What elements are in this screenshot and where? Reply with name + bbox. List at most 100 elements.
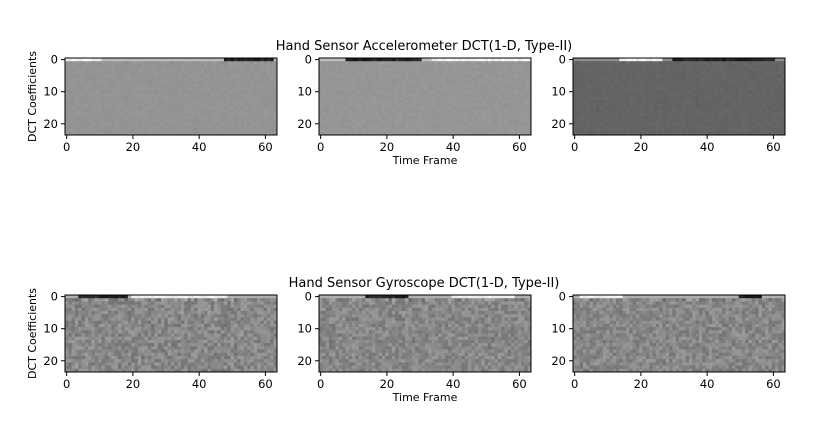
heatmap-cell (725, 118, 730, 123)
heatmap-cell (642, 102, 647, 107)
heatmap-cell (210, 70, 215, 75)
heatmap-cell (391, 74, 396, 78)
heatmap-cell (521, 118, 525, 123)
heatmap-cell (497, 102, 502, 107)
heatmap-cell (257, 307, 261, 312)
heatmap-cell (144, 64, 149, 69)
heatmap-cell (415, 125, 419, 129)
heatmap-cell (184, 61, 188, 65)
heatmap-cell (576, 86, 581, 91)
heatmap-cell (408, 131, 413, 136)
heatmap-cell (451, 58, 456, 62)
heatmap-cell (381, 122, 386, 126)
heatmap-cell (91, 61, 96, 65)
heatmap-cell (230, 102, 235, 107)
heatmap-cell (352, 77, 356, 81)
heatmap-cell (454, 125, 459, 129)
heatmap-cell (685, 115, 690, 120)
heatmap-cell (197, 61, 202, 65)
heatmap-cell (586, 86, 590, 91)
heatmap-cell (197, 70, 202, 75)
heatmap-cell (781, 125, 786, 129)
heatmap-cell (388, 70, 393, 75)
heatmap-cell (659, 74, 663, 78)
heatmap-cell (718, 77, 723, 81)
heatmap-cell (124, 80, 129, 85)
heatmap-cell (748, 83, 753, 88)
heatmap-cell (167, 83, 172, 88)
heatmap-cell (114, 125, 119, 129)
heatmap-cell (267, 74, 271, 78)
heatmap-cell (659, 70, 663, 75)
heatmap-cell (662, 118, 667, 123)
heatmap-cell (71, 112, 76, 117)
heatmap-cell (204, 93, 208, 97)
heatmap-cell (695, 67, 700, 72)
heatmap-cell (395, 86, 399, 91)
heatmap-cell (224, 74, 228, 78)
heatmap-cell (665, 70, 670, 75)
heatmap-cell (722, 74, 726, 78)
heatmap-cell (632, 64, 637, 69)
heatmap-cell (487, 99, 492, 104)
heatmap-cell (669, 74, 673, 78)
heatmap-cell (698, 70, 703, 75)
heatmap-cell (421, 102, 426, 107)
heatmap-cell (454, 109, 459, 113)
heatmap-cell (250, 301, 255, 306)
heatmap-cell (338, 67, 343, 72)
heatmap-cell (210, 301, 215, 306)
heatmap-cell (257, 80, 261, 85)
heatmap-cell (147, 295, 152, 299)
heatmap-cell (345, 67, 350, 72)
heatmap-cell (190, 295, 195, 299)
heatmap-cell (434, 74, 439, 78)
heatmap-cell (237, 67, 241, 72)
heatmap-cell (355, 128, 360, 133)
heatmap-cell (355, 80, 360, 85)
heatmap-cell (589, 109, 594, 113)
heatmap-cell (599, 64, 604, 69)
heatmap-cell (164, 67, 169, 72)
heatmap-cell (504, 128, 509, 133)
heatmap-cell (204, 112, 208, 117)
heatmap-cell (748, 67, 753, 72)
heatmap-cell (458, 99, 462, 104)
heatmap-cell (698, 131, 703, 136)
heatmap-cell (771, 122, 776, 126)
heatmap-cell (517, 102, 522, 107)
heatmap-cell (642, 80, 647, 85)
heatmap-cell (405, 109, 409, 113)
heatmap-cell (190, 109, 195, 113)
heatmap-cell (662, 122, 667, 126)
heatmap-cell (685, 80, 690, 85)
heatmap-cell (655, 96, 660, 101)
heatmap-cell (718, 86, 723, 91)
heatmap-cell (728, 90, 733, 94)
heatmap-cell (385, 74, 389, 78)
heatmap-cell (157, 122, 162, 126)
heatmap-cell (224, 295, 228, 299)
heatmap-cell (444, 77, 449, 81)
heatmap-cell (669, 112, 673, 117)
heatmap-cell (101, 311, 106, 315)
heatmap-cell (362, 70, 366, 75)
heatmap-cell (131, 106, 135, 110)
heatmap-cell (84, 64, 89, 69)
heatmap-cell (586, 106, 590, 110)
heatmap-cell (224, 298, 228, 302)
heatmap-cell (194, 70, 198, 75)
heatmap-cell (114, 93, 119, 97)
heatmap-cell (270, 83, 275, 88)
heatmap-cell (434, 83, 439, 88)
heatmap-cell (328, 112, 333, 117)
heatmap-cell (137, 102, 142, 107)
heatmap-cell (167, 70, 172, 75)
heatmap-cell (511, 58, 515, 62)
heatmap-cell (197, 74, 202, 78)
heatmap-cell (111, 311, 116, 315)
heatmap-cell (250, 128, 255, 133)
heatmap-cell (78, 122, 82, 126)
heatmap-cell (418, 67, 423, 72)
heatmap-cell (418, 102, 423, 107)
